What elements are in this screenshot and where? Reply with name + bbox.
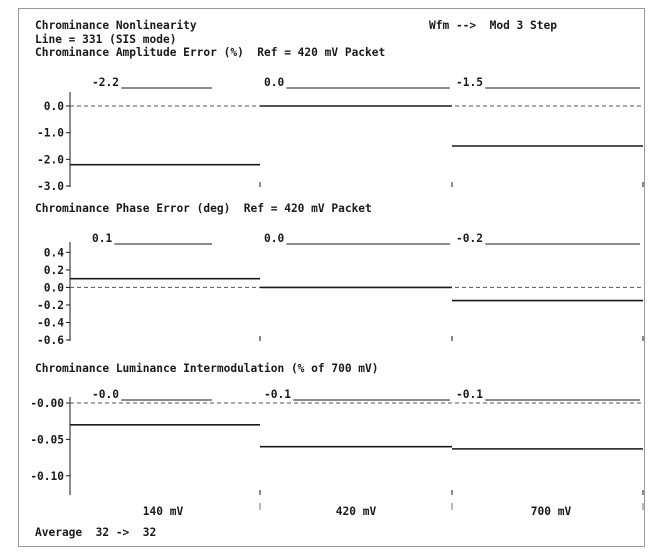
segment-value-label: -2.2 [92, 76, 119, 89]
outer-border [18, 8, 645, 547]
segment-value-label: -0.1 [456, 388, 483, 401]
y-tick-label: -0.4 [37, 316, 64, 329]
x-axis-label: 700 mV [531, 505, 572, 518]
segment-value-label: 0.0 [264, 232, 284, 245]
segment-value-label: -0.1 [264, 388, 291, 401]
y-tick-label: -0.05 [30, 433, 64, 446]
average-readout: Average 32 -> 32 [35, 526, 157, 539]
y-tick-label: -0.2 [37, 299, 64, 312]
y-tick-label: 0.0 [44, 100, 64, 113]
y-tick-label: 0.2 [44, 264, 64, 277]
segment-value-label: -1.5 [456, 76, 483, 89]
y-tick-label: -2.0 [37, 153, 64, 166]
x-axis-label: 140 mV [143, 505, 184, 518]
y-tick-label: -0.00 [30, 397, 64, 410]
y-tick-label: -0.6 [37, 334, 64, 347]
segment-value-label: -0.2 [456, 232, 483, 245]
x-axis-label: 420 mV [336, 505, 377, 518]
segment-value-label: 0.1 [92, 232, 112, 245]
y-tick-label: 0.4 [44, 246, 64, 259]
segment-value-label: 0.0 [264, 76, 284, 89]
panel-title-intermod: Chrominance Luminance Intermodulation (%… [35, 362, 379, 375]
panel-title-amplitude: Chrominance Amplitude Error (%) Ref = 42… [35, 46, 386, 59]
y-tick-label: -0.10 [30, 470, 64, 483]
y-tick-label: -1.0 [37, 127, 64, 140]
panel-title-phase: Chrominance Phase Error (deg) Ref = 420 … [35, 202, 372, 215]
y-tick-label: 0.0 [44, 281, 64, 294]
waveform-mode: Wfm --> Mod 3 Step [429, 19, 557, 32]
y-tick-label: -3.0 [37, 180, 64, 193]
segment-value-label: -0.0 [92, 388, 119, 401]
line-info: Line = 331 (SIS mode) [35, 33, 177, 46]
screen-title: Chrominance Nonlinearity [35, 19, 197, 32]
